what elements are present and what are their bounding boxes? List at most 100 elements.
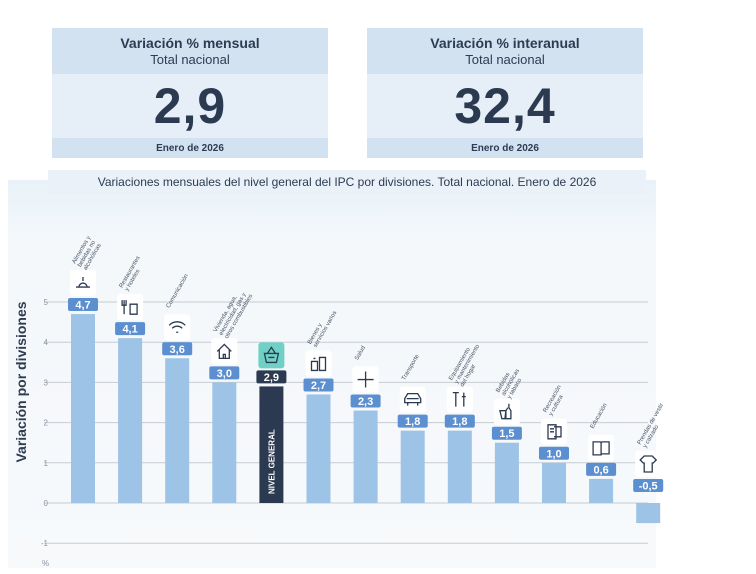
value-label-badge — [633, 479, 664, 492]
icon-box — [446, 386, 473, 413]
category-label: Alimentos ybebidas noalcohólicas — [72, 235, 104, 271]
bar — [494, 442, 519, 503]
y-unit-label: % — [42, 559, 49, 568]
value-label: 1,5 — [499, 428, 514, 440]
category-label: Bebidasalcohólicasy tabaco — [495, 365, 526, 400]
bar — [71, 314, 95, 503]
bar — [447, 430, 472, 503]
value-label-badge — [397, 414, 428, 428]
bar — [259, 386, 284, 503]
kpi-annual-header: Variación % interanual Total nacional — [367, 28, 643, 74]
value-label: 2,9 — [264, 372, 279, 384]
restaurant-icon — [117, 294, 144, 321]
category-label-line: Comunicación — [166, 273, 190, 309]
icon-box — [399, 386, 426, 413]
value-label-badge — [444, 414, 475, 428]
bar — [636, 503, 661, 524]
value-label-badge — [256, 370, 287, 384]
category-label: Transporte — [401, 353, 421, 382]
value-label-badge — [162, 342, 193, 356]
bar — [118, 338, 143, 503]
value-label: 1,0 — [546, 448, 561, 460]
food-icon-glyph — [76, 277, 90, 288]
icon-box — [211, 338, 238, 365]
products-icon-glyph — [310, 356, 327, 372]
bar — [353, 410, 378, 503]
book-icon — [588, 434, 615, 461]
health-cross-icon — [352, 366, 379, 393]
y-tick-label: 3 — [44, 378, 49, 387]
car-icon-glyph — [404, 392, 422, 406]
house-icon — [211, 338, 238, 365]
value-label-badge — [303, 378, 334, 392]
book-icon-glyph — [592, 441, 610, 456]
value-label: 1,8 — [405, 416, 420, 428]
value-label: 4,1 — [122, 324, 137, 336]
kpi-monthly-header: Variación % mensual Total nacional — [52, 28, 328, 74]
tshirt-icon-glyph — [639, 455, 658, 473]
value-label-badge — [115, 322, 146, 336]
bar — [589, 478, 614, 503]
y-tick-label: 4 — [44, 338, 49, 347]
highlight-bar-label: NIVEL GENERAL — [267, 429, 276, 494]
kpi-monthly-subtitle: Total nacional — [150, 52, 230, 67]
basket-icon-glyph — [263, 346, 280, 364]
wifi-icon — [164, 314, 191, 341]
value-label: 3,6 — [170, 344, 185, 356]
food-icon — [70, 270, 96, 297]
category-label: Educación — [590, 403, 609, 430]
tshirt-icon — [635, 451, 662, 477]
car-icon — [399, 386, 426, 413]
chart-title: Variaciones mensuales del nivel general … — [48, 170, 646, 194]
category-label-line: Salud — [354, 345, 367, 361]
bar — [542, 462, 566, 503]
icon-box — [635, 451, 662, 477]
value-label: 4,7 — [75, 300, 90, 312]
category-label: Salud — [354, 345, 367, 361]
y-tick-label: 5 — [44, 298, 49, 307]
tools-icon — [446, 386, 473, 413]
kpi-monthly-value: 2,9 — [153, 78, 227, 134]
restaurant-icon-glyph — [121, 300, 138, 315]
health-cross-icon-glyph — [357, 371, 374, 388]
kpi-monthly-card: Variación % mensual Total nacional 2,9 E… — [52, 28, 328, 158]
value-label-badge — [68, 298, 98, 312]
icon-box — [164, 314, 191, 341]
y-tick-label: 2 — [44, 419, 49, 428]
basket-icon — [258, 342, 285, 369]
kpi-monthly-title: Variación % mensual — [120, 35, 260, 51]
tools-icon-glyph — [452, 391, 466, 407]
category-label-line: Transporte — [401, 353, 421, 382]
category-label: Equipamientoy mantenimientodel hogar — [448, 340, 487, 388]
value-label: 0,6 — [593, 464, 608, 476]
bottle-icon — [493, 398, 520, 425]
wifi-icon-glyph — [168, 321, 186, 333]
value-label-badge — [350, 394, 381, 408]
value-label-badge — [586, 462, 617, 476]
category-label-line: Educación — [590, 403, 609, 430]
value-label: 3,0 — [217, 368, 232, 380]
value-label: 2,7 — [311, 380, 326, 392]
bar — [306, 394, 331, 503]
y-tick-label: 1 — [44, 459, 49, 468]
ticket-icon-glyph — [547, 424, 562, 440]
bar — [400, 430, 425, 503]
icon-box — [258, 342, 285, 369]
value-label-badge — [209, 366, 240, 380]
category-label: Recreacióny cultura — [543, 385, 569, 418]
category-label: Vivienda, agua,electricidad, gas yotros … — [213, 287, 254, 340]
y-axis-label: Variación por divisiones — [13, 301, 29, 462]
kpi-annual-card: Variación % interanual Total nacional 32… — [367, 28, 643, 158]
value-label-badge — [539, 446, 569, 460]
value-label-badge — [491, 426, 522, 440]
kpi-annual-period: Enero de 2026 — [367, 138, 643, 158]
y-tick-label: -1 — [41, 539, 49, 548]
products-icon — [305, 350, 332, 377]
category-label: Restaurantesy hoteles — [119, 255, 148, 292]
y-tick-label: 0 — [44, 499, 49, 508]
ticket-icon — [541, 418, 567, 445]
kpi-monthly-period: Enero de 2026 — [52, 138, 328, 158]
bar — [212, 382, 237, 503]
icon-box — [493, 398, 520, 425]
house-icon-glyph — [216, 343, 232, 360]
